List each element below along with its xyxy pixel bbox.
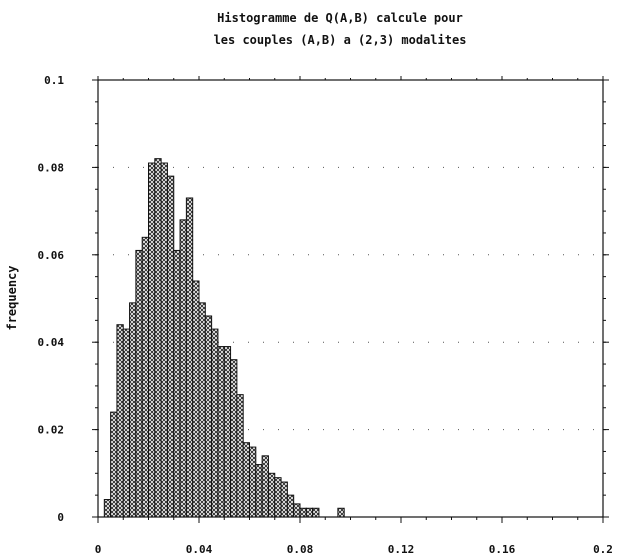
histogram-bar: [141, 236, 149, 518]
histogram-bar: [217, 346, 225, 518]
x-tick-labels: 0 0.04 0.08 0.12 0.16 0.2: [95, 76, 613, 556]
histogram-bar: [129, 302, 137, 518]
y-tick-label: 0: [57, 511, 64, 524]
chart-title-line-1: Histogramme de Q(A,B) calcule pour: [217, 11, 463, 25]
y-tick-label: 0.04: [38, 336, 65, 349]
x-tick-label: 0.12: [388, 543, 415, 556]
histogram-bar: [236, 394, 244, 518]
histogram-bar: [286, 494, 295, 518]
histogram-bar: [179, 219, 187, 518]
histogram-bar: [135, 249, 143, 518]
y-tick-label: 0.08: [38, 161, 65, 174]
x-tick-label: 0: [95, 543, 102, 556]
histogram-bar: [160, 162, 168, 518]
histogram-bar: [274, 477, 282, 518]
histogram-bar: [305, 507, 314, 518]
x-tick-label: 0.08: [287, 543, 314, 556]
histogram-bar: [299, 507, 307, 518]
histogram-bar: [280, 481, 288, 518]
bars-group: [103, 158, 345, 518]
histogram-bar: [103, 499, 112, 518]
histogram-bar: [211, 328, 219, 518]
y-tick-label: 0.06: [38, 249, 65, 262]
histogram-bar: [261, 455, 269, 518]
chart-title-line-2: les couples (A,B) a (2,3) modalites: [214, 33, 467, 47]
histogram-bar: [154, 158, 162, 518]
histogram-bar: [122, 328, 131, 518]
x-tick-label: 0.2: [593, 543, 613, 556]
y-tick-label: 0.1: [44, 74, 64, 87]
histogram-bar: [293, 503, 301, 518]
histogram-bar: [267, 472, 276, 518]
x-tick-label: 0.04: [186, 543, 213, 556]
y-axis-label: frequency: [5, 265, 19, 330]
histogram-bar: [148, 162, 156, 518]
histogram-bar: [173, 249, 181, 518]
histogram-bar: [242, 442, 250, 518]
histogram-bar: [255, 464, 263, 518]
histogram-bar: [223, 346, 232, 518]
y-tick-labels: 0 0.02 0.04 0.06 0.08 0.1: [38, 74, 609, 524]
histogram-bar: [116, 324, 124, 518]
histogram-bar: [185, 197, 194, 518]
x-tick-label: 0.16: [489, 543, 516, 556]
histogram-bar: [249, 446, 257, 518]
histogram-bar: [204, 315, 213, 518]
histogram-bar: [312, 507, 320, 518]
histogram-bar: [230, 359, 238, 518]
histogram-bar: [110, 411, 118, 518]
histogram-bar: [337, 507, 345, 518]
histogram-bar: [166, 175, 175, 518]
y-tick-label: 0.02: [38, 424, 65, 437]
histogram-bar: [198, 302, 206, 518]
histogram-bar: [192, 280, 200, 518]
